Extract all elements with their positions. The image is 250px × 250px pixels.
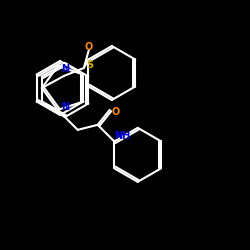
Text: O: O: [85, 42, 93, 52]
Text: N: N: [61, 64, 69, 74]
Text: NH: NH: [114, 131, 130, 141]
Text: O: O: [112, 107, 120, 117]
Text: S: S: [86, 60, 93, 70]
Text: N: N: [61, 102, 69, 112]
